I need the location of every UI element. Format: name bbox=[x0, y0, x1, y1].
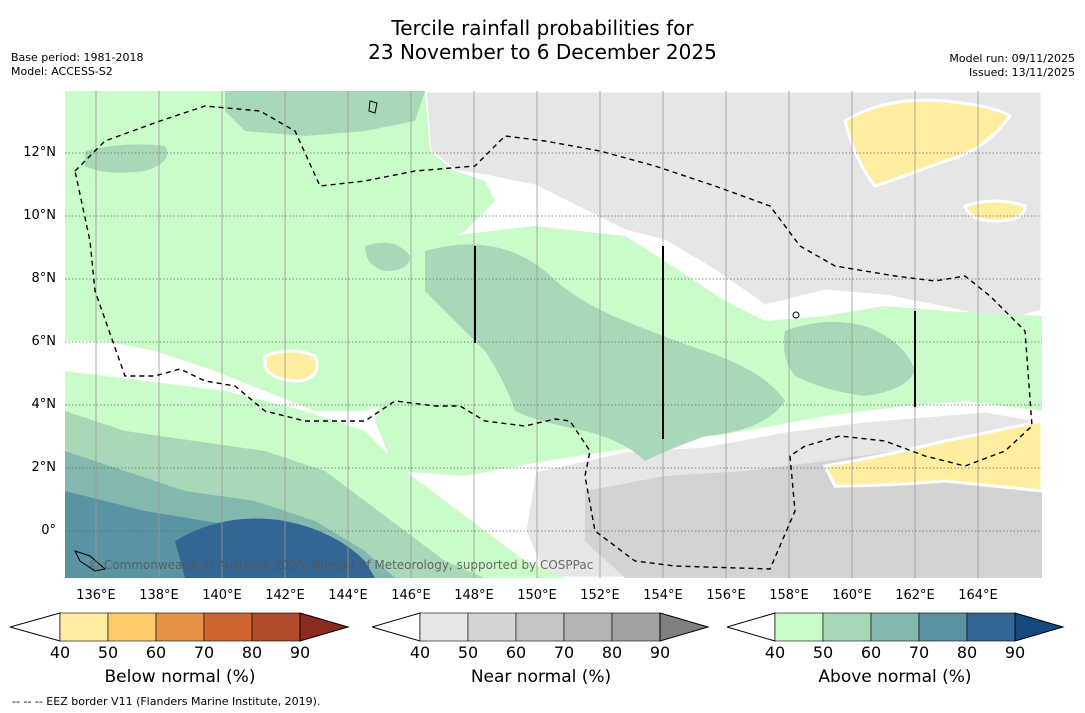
cbar-near-tick: 80 bbox=[601, 643, 623, 662]
below-normal-southeast-band bbox=[822, 419, 1042, 493]
lon-label-142e: 142°E bbox=[265, 588, 305, 603]
island-marker bbox=[74, 550, 107, 572]
cbar-below-segment bbox=[107, 612, 157, 642]
lon-label-144e: 144°E bbox=[328, 588, 368, 603]
cbar-below-segment bbox=[251, 612, 301, 642]
cbar-below-tick: 70 bbox=[193, 643, 215, 662]
cbar-below-tick: 50 bbox=[97, 643, 119, 662]
cbar-near-tick: 60 bbox=[505, 643, 527, 662]
colorbar-above-normal bbox=[727, 612, 1065, 642]
lon-label-140e: 140°E bbox=[202, 588, 242, 603]
colorbar-below-normal bbox=[10, 612, 350, 642]
above-normal-east-blob bbox=[783, 322, 915, 396]
lat-label-2n: 2°N bbox=[31, 460, 57, 475]
above-normal-west-mid bbox=[365, 242, 410, 271]
lon-label-136e: 136°E bbox=[76, 588, 116, 603]
above-normal-south-band-4 bbox=[175, 518, 375, 578]
title-line-1: Tercile rainfall probabilities for bbox=[391, 16, 694, 40]
base-period: Base period: 1981-2018 bbox=[11, 51, 144, 64]
eez-footnote: -- -- -- EEZ border V11 (Flanders Marine… bbox=[12, 695, 321, 708]
cbar-above-tick: 70 bbox=[908, 643, 930, 662]
cbar-near-segment bbox=[563, 612, 613, 642]
cbar-near-segment bbox=[467, 612, 517, 642]
map-title: Tercile rainfall probabilities for 23 No… bbox=[0, 16, 1085, 64]
title-line-2: 23 November to 6 December 2025 bbox=[368, 40, 717, 64]
cbar-near-title: Near normal (%) bbox=[470, 667, 612, 687]
cbar-above-segment bbox=[870, 612, 920, 642]
lon-label-154e: 154°E bbox=[643, 588, 683, 603]
cbar-below-tick: 60 bbox=[145, 643, 167, 662]
cbar-above-tick: 80 bbox=[956, 643, 978, 662]
cbar-below-tick: 40 bbox=[49, 643, 71, 662]
lon-label-150e: 150°E bbox=[517, 588, 557, 603]
cbar-near-segment bbox=[515, 612, 565, 642]
lat-label-8n: 8°N bbox=[31, 271, 57, 286]
cbar-above-tick: 40 bbox=[764, 643, 786, 662]
lat-label-0: 0° bbox=[41, 523, 56, 538]
cbar-above-segment bbox=[966, 612, 1016, 642]
probability-map bbox=[65, 91, 1042, 578]
island-marker bbox=[792, 311, 800, 319]
below-normal-east-small bbox=[963, 199, 1027, 223]
above-normal-region-west bbox=[65, 91, 495, 411]
cbar-near-segment bbox=[611, 612, 661, 642]
issued-date: Issued: 13/11/2025 bbox=[968, 66, 1075, 79]
lat-label-4n: 4°N bbox=[31, 397, 57, 412]
cbar-below-lower-extend bbox=[10, 612, 61, 642]
island-marker bbox=[368, 100, 378, 114]
lat-label-6n: 6°N bbox=[31, 334, 57, 349]
cbar-above-title: Above normal (%) bbox=[818, 667, 972, 687]
lon-label-162e: 162°E bbox=[895, 588, 935, 603]
model-info: Base period: 1981-2018 Model: ACCESS-S2 bbox=[11, 51, 143, 79]
cbar-near-tick: 50 bbox=[457, 643, 479, 662]
cbar-below-tick: 90 bbox=[289, 643, 311, 662]
lon-label-146e: 146°E bbox=[391, 588, 431, 603]
cbar-below-segment bbox=[155, 612, 205, 642]
cbar-below-title: Below normal (%) bbox=[104, 667, 256, 687]
cbar-below-upper-extend bbox=[299, 612, 350, 642]
lon-label-138e: 138°E bbox=[139, 588, 179, 603]
lon-label-164e: 164°E bbox=[958, 588, 998, 603]
copyright-credit: © Commonwealth of Australia 2025, Bureau… bbox=[88, 558, 594, 572]
cbar-near-lower-extend bbox=[372, 612, 421, 642]
below-normal-west-blob bbox=[263, 349, 319, 383]
colorbar-near-normal bbox=[372, 612, 710, 642]
below-normal-northeast-blob bbox=[843, 98, 1013, 188]
cbar-above-segment bbox=[774, 612, 824, 642]
lon-label-156e: 156°E bbox=[706, 588, 746, 603]
cbar-near-tick: 70 bbox=[553, 643, 575, 662]
lon-label-160e: 160°E bbox=[832, 588, 872, 603]
above-normal-north-blob-2 bbox=[85, 144, 168, 173]
cbar-near-upper-extend bbox=[659, 612, 710, 642]
model-run-date: Model run: 09/11/2025 bbox=[949, 52, 1075, 65]
eez-border bbox=[74, 105, 1033, 570]
cbar-below-segment bbox=[59, 612, 109, 642]
cbar-near-segment bbox=[419, 612, 469, 642]
run-info: Model run: 09/11/2025 Issued: 13/11/2025 bbox=[949, 52, 1075, 80]
lat-label-12n: 12°N bbox=[23, 145, 56, 160]
cbar-near-tick: 90 bbox=[649, 643, 671, 662]
cbar-below-segment bbox=[203, 612, 253, 642]
lon-label-152e: 152°E bbox=[580, 588, 620, 603]
cbar-near-tick: 40 bbox=[409, 643, 431, 662]
lon-label-148e: 148°E bbox=[454, 588, 494, 603]
above-normal-mid-central bbox=[425, 244, 785, 461]
cbar-above-tick: 60 bbox=[860, 643, 882, 662]
model-name: Model: ACCESS-S2 bbox=[11, 65, 113, 78]
cbar-below-tick: 80 bbox=[241, 643, 263, 662]
cbar-above-tick: 90 bbox=[1004, 643, 1026, 662]
cbar-above-upper-extend bbox=[1014, 612, 1065, 642]
cbar-above-segment bbox=[918, 612, 968, 642]
cbar-above-segment bbox=[822, 612, 872, 642]
lon-label-158e: 158°E bbox=[769, 588, 809, 603]
lat-label-10n: 10°N bbox=[23, 208, 56, 223]
cbar-above-lower-extend bbox=[727, 612, 776, 642]
cbar-above-tick: 50 bbox=[812, 643, 834, 662]
map-canvas bbox=[65, 91, 1042, 578]
